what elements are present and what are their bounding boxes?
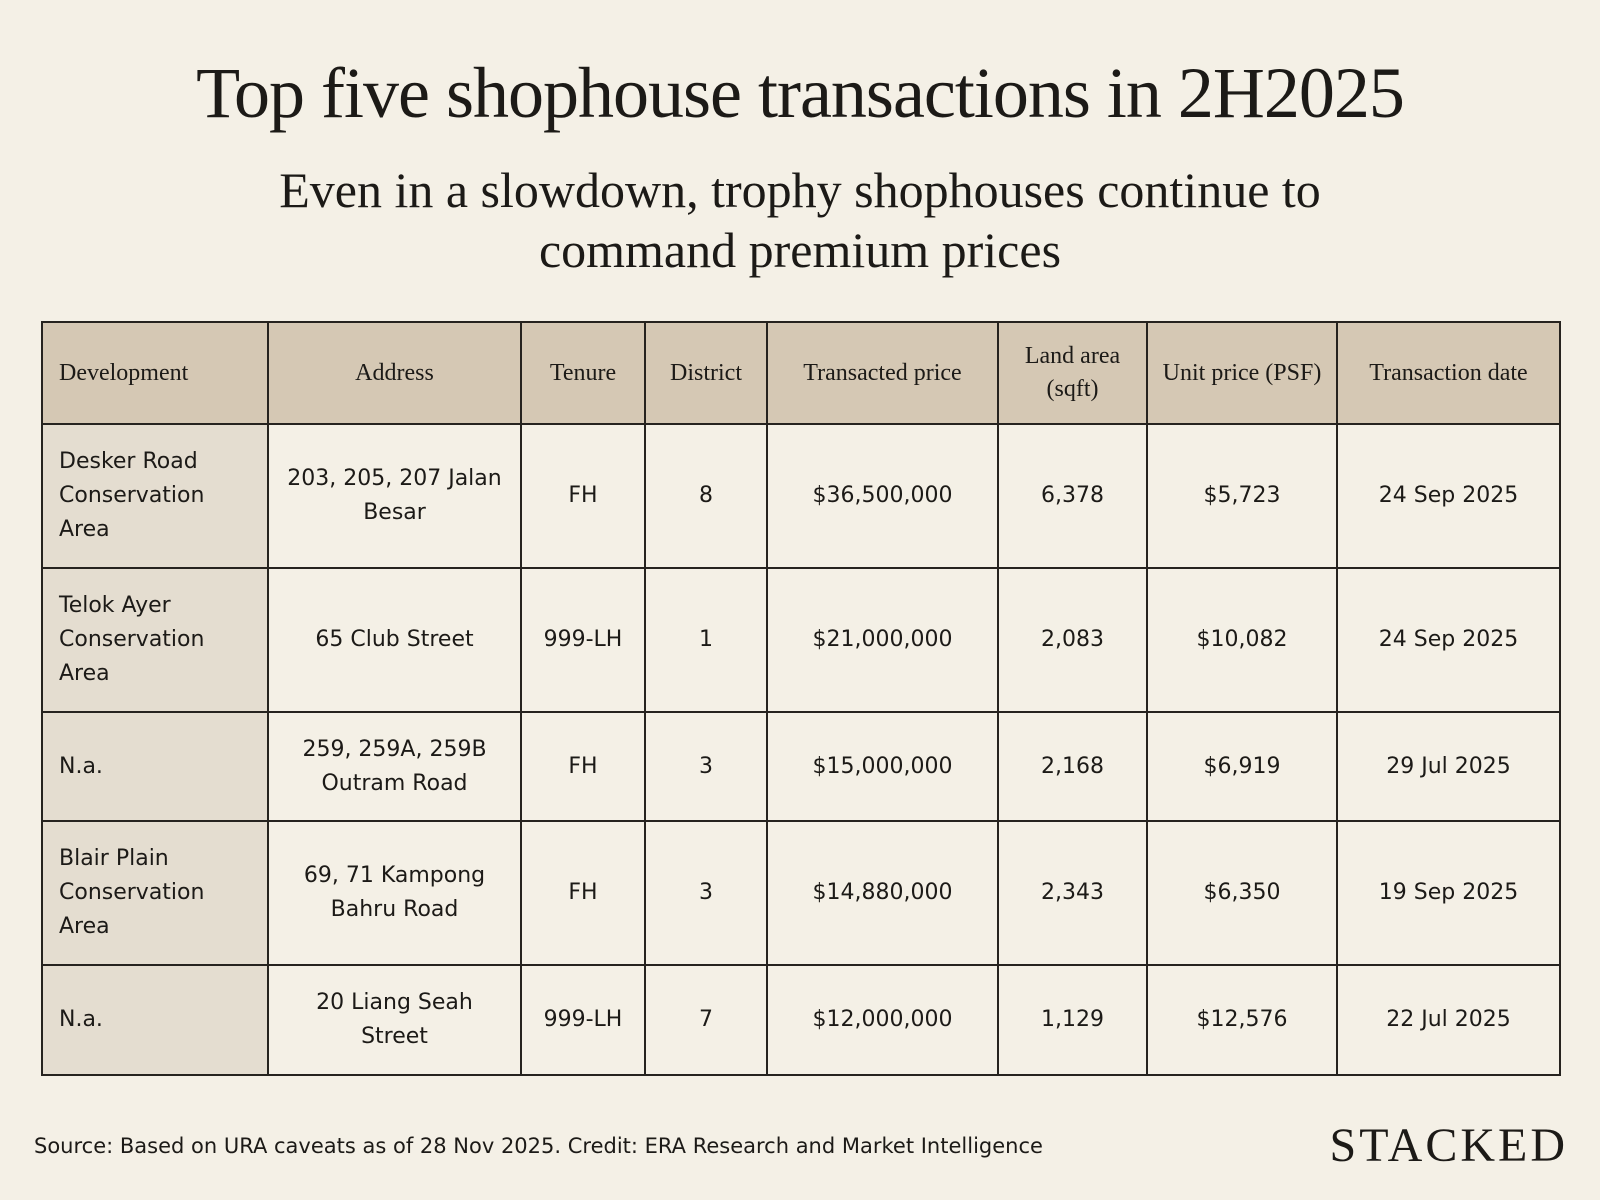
subtitle: Even in a slowdown, trophy shophouses co… <box>279 162 1321 278</box>
table-cell: 203, 205, 207 Jalan Besar <box>267 423 522 569</box>
table-cell: 8 <box>644 423 768 569</box>
column-header: Address <box>267 321 522 425</box>
table-cell: FH <box>520 423 646 569</box>
table-cell: 2,083 <box>997 567 1148 713</box>
table-cell: 24 Sep 2025 <box>1336 567 1561 713</box>
table-cell: 259, 259A, 259B Outram Road <box>267 711 522 822</box>
table-row: Telok Ayer Conservation Area 65 Club Stre… <box>41 567 1561 713</box>
column-header: Development <box>41 321 269 425</box>
table-cell: 24 Sep 2025 <box>1336 423 1561 569</box>
table-cell: 3 <box>644 820 768 966</box>
column-header: Unit price (PSF) <box>1146 321 1338 425</box>
table-head: Development Address Tenure District Transact… <box>41 321 1561 425</box>
column-header: Land area (sqft) <box>997 321 1148 425</box>
table-cell: Telok Ayer Conservation Area <box>41 567 269 713</box>
table-row: N.a. 20 Liang Seah Street 999-LH 7 $12,000,0… <box>41 964 1561 1076</box>
table-cell: $6,919 <box>1146 711 1338 822</box>
table-body: Desker Road Conservation Area 203, 205, 2… <box>41 423 1561 1076</box>
table-cell: 69, 71 Kampong Bahru Road <box>267 820 522 966</box>
table-cell: 22 Jul 2025 <box>1336 964 1561 1076</box>
table-cell: 65 Club Street <box>267 567 522 713</box>
table-cell: $12,576 <box>1146 964 1338 1076</box>
transactions-table: Development Address Tenure District Transact… <box>41 321 1561 1076</box>
table-cell: 19 Sep 2025 <box>1336 820 1561 966</box>
table-cell: $6,350 <box>1146 820 1338 966</box>
header-row: Development Address Tenure District Transact… <box>41 321 1561 425</box>
table-cell: 1 <box>644 567 768 713</box>
table-cell: 6,378 <box>997 423 1148 569</box>
table-cell: $15,000,000 <box>766 711 999 822</box>
column-header: Tenure <box>520 321 646 425</box>
column-header: District <box>644 321 768 425</box>
table-cell: $14,880,000 <box>766 820 999 966</box>
table-cell: 20 Liang Seah Street <box>267 964 522 1076</box>
table-cell: 7 <box>644 964 768 1076</box>
table-cell: $21,000,000 <box>766 567 999 713</box>
table-row: N.a. 259, 259A, 259B Outram Road FH 3 $15,00… <box>41 711 1561 822</box>
table-cell: 1,129 <box>997 964 1148 1076</box>
table-cell: 2,168 <box>997 711 1148 822</box>
table-cell: N.a. <box>41 711 269 822</box>
table-cell: $12,000,000 <box>766 964 999 1076</box>
table-cell: FH <box>520 711 646 822</box>
source-note: Source: Based on URA caveats as of 28 No… <box>34 1134 1043 1158</box>
table-cell: 3 <box>644 711 768 822</box>
table-cell: 2,343 <box>997 820 1148 966</box>
table-row: Blair Plain Conservation Area 69, 71 Kamp… <box>41 820 1561 966</box>
table-cell: $5,723 <box>1146 423 1338 569</box>
table-row: Desker Road Conservation Area 203, 205, 2… <box>41 423 1561 569</box>
column-header: Transacted price <box>766 321 999 425</box>
table-cell: Desker Road Conservation Area <box>41 423 269 569</box>
title: Top five shophouse transactions in 2H202… <box>196 53 1405 133</box>
table-cell: $36,500,000 <box>766 423 999 569</box>
table-cell: Blair Plain Conservation Area <box>41 820 269 966</box>
column-header: Transaction date <box>1336 321 1561 425</box>
table-cell: 999-LH <box>520 567 646 713</box>
table-cell: N.a. <box>41 964 269 1076</box>
logo: STACKED <box>1329 1119 1568 1172</box>
table-cell: FH <box>520 820 646 966</box>
table-cell: $10,082 <box>1146 567 1338 713</box>
table-cell: 29 Jul 2025 <box>1336 711 1561 822</box>
table-cell: 999-LH <box>520 964 646 1076</box>
